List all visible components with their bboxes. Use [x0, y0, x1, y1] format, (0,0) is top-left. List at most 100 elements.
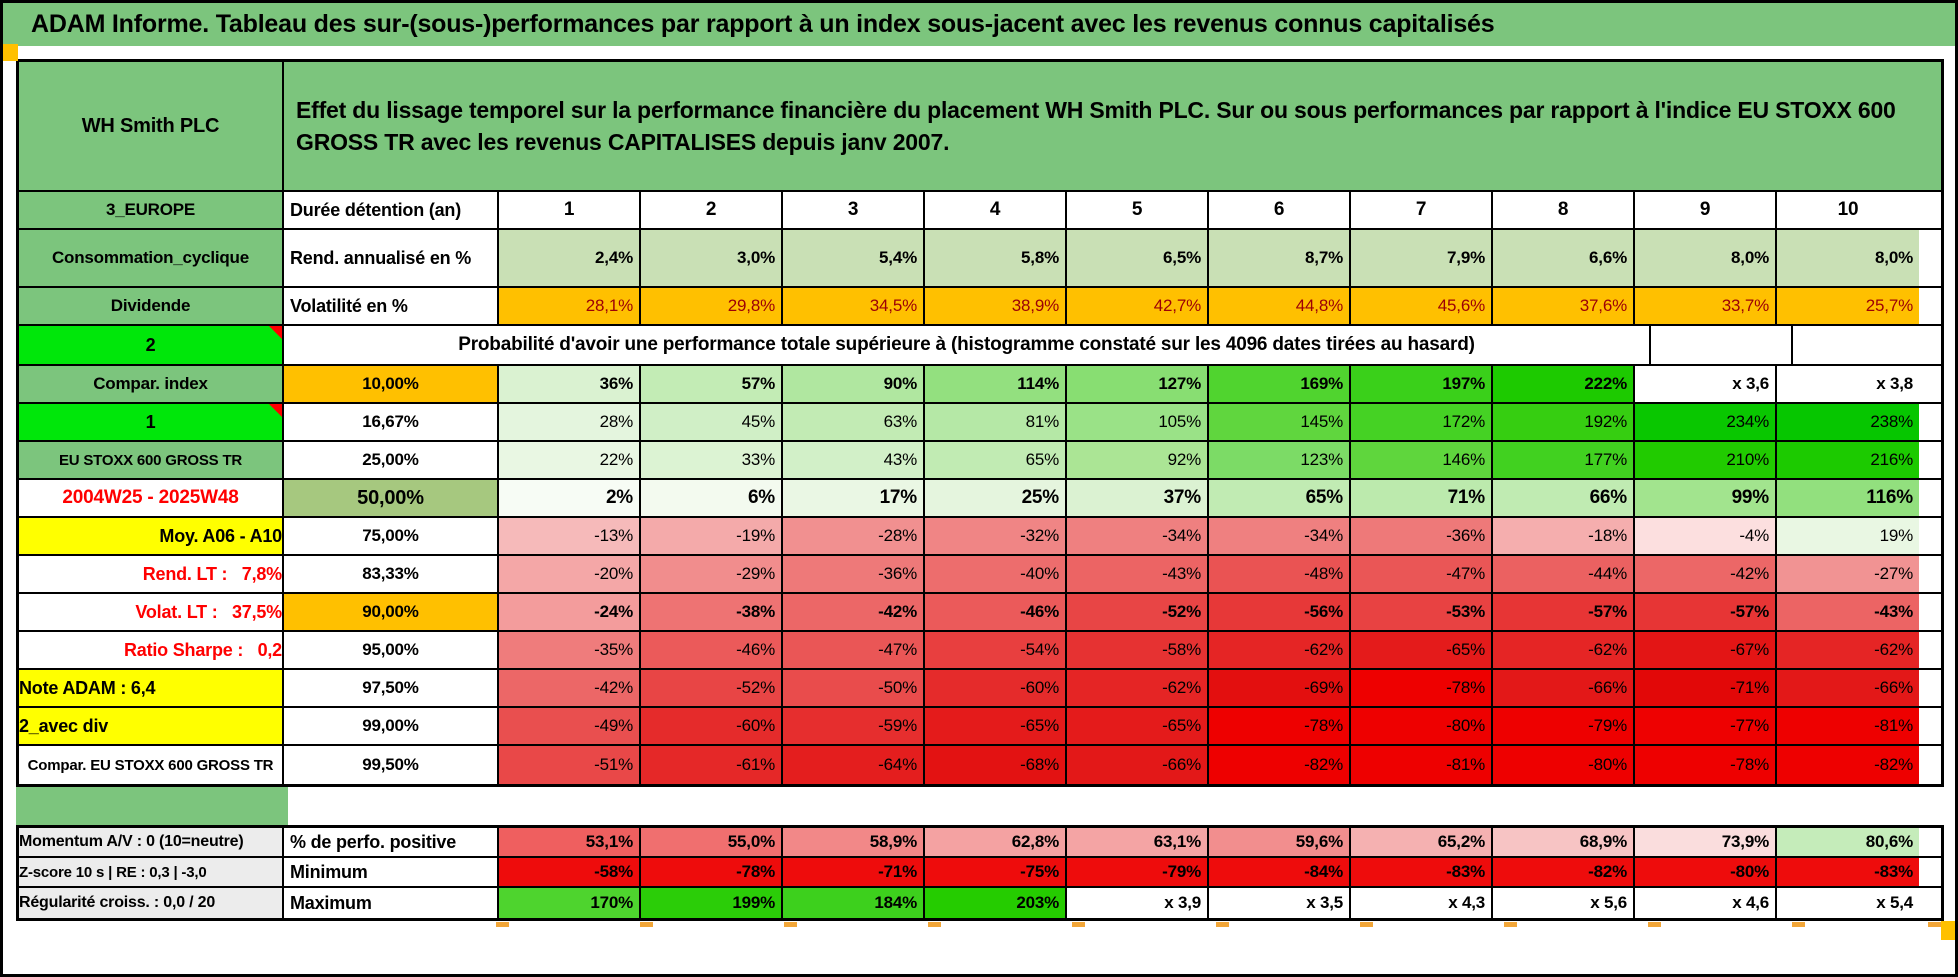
value-cell[interactable]: 197% — [1351, 366, 1493, 402]
value-cell[interactable]: -58% — [1067, 632, 1209, 668]
row-label-prob[interactable]: 2 — [19, 326, 284, 364]
value-cell[interactable]: 53,1% — [499, 828, 641, 856]
value-cell[interactable]: 146% — [1351, 442, 1493, 478]
value-cell[interactable]: 2 — [641, 192, 783, 228]
value-cell[interactable]: 92% — [1067, 442, 1209, 478]
value-cell[interactable]: 177% — [1493, 442, 1635, 478]
value-cell[interactable]: 8,0% — [1635, 230, 1777, 286]
row-param-perfpos[interactable]: % de perfo. positive — [284, 828, 499, 856]
value-cell[interactable]: 37% — [1067, 480, 1209, 516]
value-cell[interactable]: 66% — [1493, 480, 1635, 516]
row-param-p25[interactable]: 25,00% — [284, 442, 499, 478]
value-cell[interactable]: 28,1% — [499, 288, 641, 324]
value-cell[interactable]: 8 — [1493, 192, 1635, 228]
value-cell[interactable]: -78% — [641, 858, 783, 886]
value-cell[interactable]: 58,9% — [783, 828, 925, 856]
row-label-p75[interactable]: Moy. A06 - A10 — [19, 518, 284, 554]
value-cell[interactable]: -51% — [499, 746, 641, 784]
value-cell[interactable]: 34,5% — [783, 288, 925, 324]
value-cell[interactable]: -42% — [783, 594, 925, 630]
value-cell[interactable]: -60% — [641, 708, 783, 744]
value-cell[interactable]: 19% — [1777, 518, 1919, 554]
value-cell[interactable]: 184% — [783, 888, 925, 918]
value-cell[interactable]: 22% — [499, 442, 641, 478]
value-cell[interactable]: -80% — [1351, 708, 1493, 744]
value-cell[interactable]: -62% — [1067, 670, 1209, 706]
value-cell[interactable]: -82% — [1493, 858, 1635, 886]
value-cell[interactable]: -53% — [1351, 594, 1493, 630]
row-param-max[interactable]: Maximum — [284, 888, 499, 918]
value-cell[interactable]: 25% — [925, 480, 1067, 516]
value-cell[interactable]: 170% — [499, 888, 641, 918]
row-label-p83[interactable]: Rend. LT : 7,8% — [19, 556, 284, 592]
value-cell[interactable]: -78% — [1635, 746, 1777, 784]
value-cell[interactable]: -56% — [1209, 594, 1351, 630]
value-cell[interactable]: -81% — [1351, 746, 1493, 784]
value-cell[interactable]: -66% — [1493, 670, 1635, 706]
row-param-p95[interactable]: 95,00% — [284, 632, 499, 668]
row-param-p10[interactable]: 10,00% — [284, 366, 499, 402]
value-cell[interactable]: x 4,3 — [1351, 888, 1493, 918]
value-cell[interactable]: -20% — [499, 556, 641, 592]
value-cell[interactable]: -34% — [1067, 518, 1209, 554]
value-cell[interactable]: -46% — [925, 594, 1067, 630]
row-label-p97[interactable]: Note ADAM : 6,4 — [19, 670, 284, 706]
value-cell[interactable]: -43% — [1067, 556, 1209, 592]
value-cell[interactable]: 62,8% — [925, 828, 1067, 856]
empty-cell[interactable] — [1793, 326, 1935, 364]
row-label-perfpos[interactable]: Momentum A/V : 0 (10=neutre) — [19, 828, 284, 856]
value-cell[interactable]: -78% — [1209, 708, 1351, 744]
value-cell[interactable]: -59% — [783, 708, 925, 744]
value-cell[interactable]: -57% — [1635, 594, 1777, 630]
value-cell[interactable]: -65% — [1067, 708, 1209, 744]
value-cell[interactable]: -13% — [499, 518, 641, 554]
value-cell[interactable]: 6,5% — [1067, 230, 1209, 286]
value-cell[interactable]: -42% — [1635, 556, 1777, 592]
value-cell[interactable]: 55,0% — [641, 828, 783, 856]
row-label-p99[interactable]: 2_avec div — [19, 708, 284, 744]
value-cell[interactable]: 36% — [499, 366, 641, 402]
value-cell[interactable]: 199% — [641, 888, 783, 918]
value-cell[interactable]: 5 — [1067, 192, 1209, 228]
value-cell[interactable]: 81% — [925, 404, 1067, 440]
value-cell[interactable]: x 4,6 — [1635, 888, 1777, 918]
value-cell[interactable]: -58% — [499, 858, 641, 886]
value-cell[interactable]: 28% — [499, 404, 641, 440]
value-cell[interactable]: 3 — [783, 192, 925, 228]
value-cell[interactable]: 25,7% — [1777, 288, 1919, 324]
value-cell[interactable]: 42,7% — [1067, 288, 1209, 324]
value-cell[interactable]: 65,2% — [1351, 828, 1493, 856]
row-param-rend[interactable]: Rend. annualisé en % — [284, 230, 499, 286]
value-cell[interactable]: 71% — [1351, 480, 1493, 516]
row-label-max[interactable]: Régularité croiss. : 0,0 / 20 — [19, 888, 284, 918]
value-cell[interactable]: -36% — [783, 556, 925, 592]
value-cell[interactable]: 216% — [1777, 442, 1919, 478]
value-cell[interactable]: 6% — [641, 480, 783, 516]
row-label-p50[interactable]: 2004W25 - 2025W48 — [19, 480, 284, 516]
value-cell[interactable]: 45% — [641, 404, 783, 440]
value-cell[interactable]: x 5,4 — [1777, 888, 1919, 918]
value-cell[interactable]: -81% — [1777, 708, 1919, 744]
value-cell[interactable]: -43% — [1777, 594, 1919, 630]
row-label-p10[interactable]: Compar. index — [19, 366, 284, 402]
value-cell[interactable]: -80% — [1493, 746, 1635, 784]
row-label-p995[interactable]: Compar. EU STOXX 600 GROSS TR — [19, 746, 284, 784]
value-cell[interactable]: x 3,9 — [1067, 888, 1209, 918]
row-label-p90[interactable]: Volat. LT : 37,5% — [19, 594, 284, 630]
value-cell[interactable]: -57% — [1493, 594, 1635, 630]
value-cell[interactable]: -62% — [1493, 632, 1635, 668]
value-cell[interactable]: -40% — [925, 556, 1067, 592]
value-cell[interactable]: -27% — [1777, 556, 1919, 592]
row-param-p99[interactable]: 99,00% — [284, 708, 499, 744]
value-cell[interactable]: -79% — [1493, 708, 1635, 744]
value-cell[interactable]: -36% — [1351, 518, 1493, 554]
value-cell[interactable]: 6,6% — [1493, 230, 1635, 286]
value-cell[interactable]: -54% — [925, 632, 1067, 668]
value-cell[interactable]: 8,0% — [1777, 230, 1919, 286]
value-cell[interactable]: x 3,8 — [1777, 366, 1919, 402]
value-cell[interactable]: 37,6% — [1493, 288, 1635, 324]
value-cell[interactable]: 38,9% — [925, 288, 1067, 324]
value-cell[interactable]: -69% — [1209, 670, 1351, 706]
value-cell[interactable]: -44% — [1493, 556, 1635, 592]
value-cell[interactable]: -62% — [1777, 632, 1919, 668]
